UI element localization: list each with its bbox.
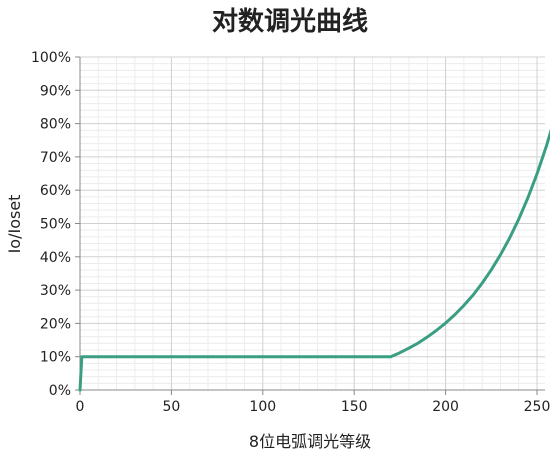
axis-layer: 0 50 100 150 200 250 0% 10% 20% 30% 40% 50% 60% 70% 80… (31, 50, 550, 415)
grid-layer (80, 56, 545, 390)
x-tick-label: 200 (432, 399, 459, 415)
series-line (78, 128, 550, 392)
y-tick-label: 80% (40, 117, 71, 133)
y-tick-label: 70% (40, 150, 71, 166)
x-tick-label: 100 (249, 399, 276, 415)
y-tick-label: 90% (40, 83, 71, 99)
chart-title: 对数调光曲线 (212, 7, 368, 37)
y-tick-label: 30% (40, 283, 71, 299)
y-axis-title: Io/Ioset (5, 195, 24, 254)
x-tick-label: 150 (341, 399, 368, 415)
x-axis-title: 8位电弧调光等级 (249, 432, 371, 451)
x-tick-label: 250 (524, 399, 550, 415)
y-tick-label: 50% (40, 217, 71, 233)
y-tick-label: 100% (31, 50, 71, 66)
series-layer (78, 128, 550, 392)
y-tick-label: 10% (40, 350, 71, 366)
y-tick-label: 20% (40, 316, 71, 332)
x-tick-label: 0 (76, 399, 85, 415)
y-tick-label: 0% (49, 383, 71, 399)
x-tick-label: 50 (162, 399, 180, 415)
y-tick-label: 40% (40, 250, 71, 266)
y-tick-label: 60% (40, 183, 71, 199)
